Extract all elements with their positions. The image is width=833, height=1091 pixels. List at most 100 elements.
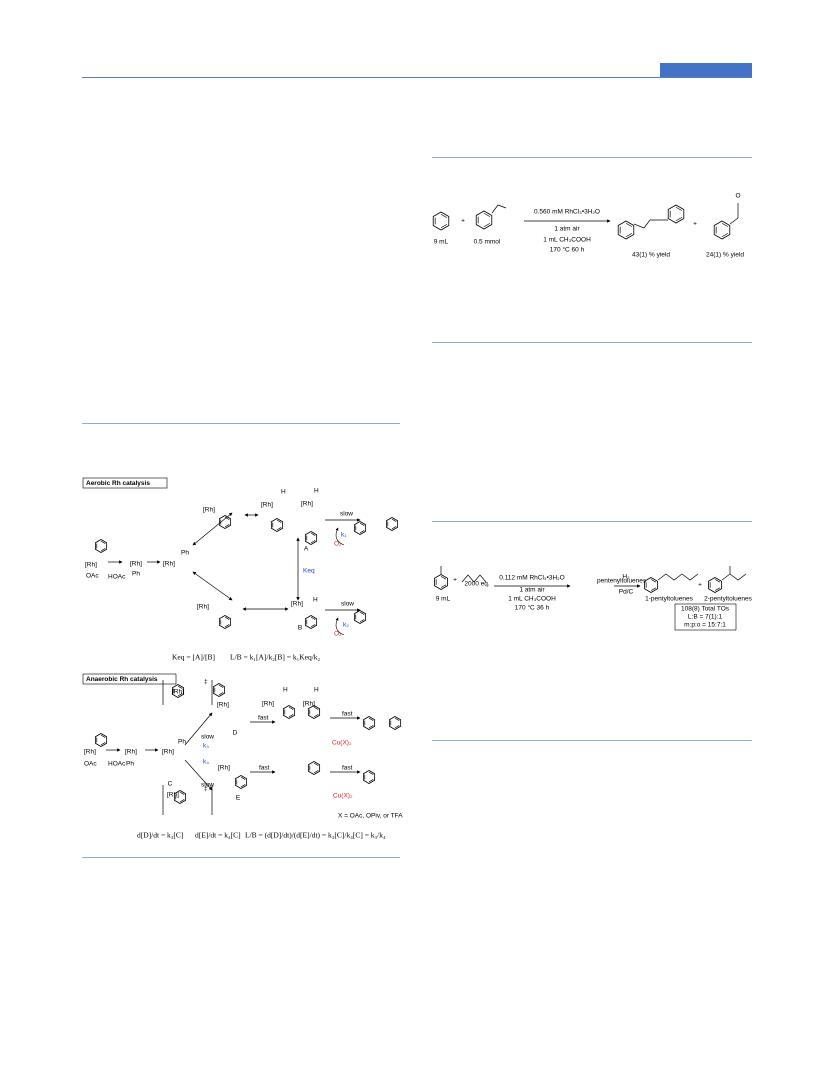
title-box (82, 477, 168, 489)
double-bond (310, 616, 316, 620)
benzene-ring (307, 705, 321, 719)
scheme-label: k₂ (343, 622, 349, 629)
double-bond (310, 540, 316, 544)
scheme-label: fast (342, 711, 353, 718)
scheme-label: E (236, 795, 241, 802)
double-bond (483, 212, 491, 217)
scheme-label: L/B = (d[D]/dt)/(d[E]/dt) = k₃[C]/k₄[C] … (245, 831, 386, 840)
double-bond (310, 532, 316, 536)
scheme-label: 9 mL (434, 239, 449, 246)
benzene-ring (434, 574, 448, 590)
scheme-label: O₂ (334, 541, 342, 548)
scheme-label: + (461, 218, 465, 225)
arrow (192, 571, 233, 601)
double-bond (177, 685, 183, 689)
scheme-label: 0.560 mM RhCl₃•3H₂O (534, 209, 600, 216)
scheme-label: slow (201, 734, 214, 741)
scheme-label: 1-pentyltoluenes (645, 596, 693, 603)
double-bond (368, 771, 374, 775)
scheme-label: Ph (181, 550, 189, 557)
double-bond (224, 624, 230, 628)
benzene-ring (353, 610, 367, 624)
double-bond (359, 611, 365, 615)
pentene (461, 574, 487, 583)
double-bond (288, 706, 294, 710)
title-box (82, 673, 177, 685)
benzene-ring (212, 683, 226, 697)
benzene-ring (708, 577, 722, 593)
scheme-label: [Rh] (172, 689, 184, 696)
double-bond (179, 799, 185, 803)
double-bond (218, 692, 224, 696)
curved-arrow (335, 617, 345, 636)
scheme-label: [Rh] (218, 765, 230, 772)
scheme-title: Anaerobic Rh catalysis (86, 676, 158, 683)
double-bond (100, 734, 106, 738)
scheme-label: [Rh] (303, 701, 315, 708)
benzene-ring (171, 684, 185, 698)
double-bond (240, 784, 246, 788)
scheme-label: 1 atm air (519, 587, 545, 594)
benzene-ring (644, 577, 658, 593)
arrow (192, 512, 233, 546)
scheme-label: 9 mL (436, 596, 451, 603)
scheme-label: [Rh] (197, 604, 209, 611)
scheme-title: Aerobic Rh catalysis (86, 480, 150, 487)
scheme-label: Keq = [A]/[B] (172, 653, 215, 662)
scheme-label: [Rh] (301, 501, 313, 508)
benzene-ring (475, 210, 493, 230)
double-bond (310, 624, 316, 628)
chain (721, 573, 747, 581)
double-bond (240, 776, 246, 780)
benzene-ring (667, 204, 685, 224)
scheme-label: [Rh] (261, 502, 273, 509)
scheme-label: Pd/C (619, 589, 634, 596)
scheme-label: [Rh] (217, 702, 229, 709)
scheme-label: HOAc (108, 761, 126, 768)
scheme-label: 108(8) Total TOs (681, 606, 730, 613)
scheme-label: + (693, 221, 697, 228)
double-bond (359, 522, 365, 526)
scheme-label: ‡ (204, 786, 208, 793)
scheme-label: 2-pentyltoluenes (704, 596, 752, 603)
curved-arrow (335, 527, 345, 546)
double-bond (483, 223, 491, 228)
benzene-ring (94, 733, 108, 747)
scheme-label: [Rh] (163, 561, 175, 568)
result-box (674, 603, 737, 631)
double-bond (224, 616, 230, 620)
double-bond (625, 233, 633, 238)
double-bond (368, 725, 374, 729)
scheme-label: 0.112 mM RhCl₃•3H₂O (499, 575, 564, 582)
scheme-label: OAc (86, 573, 99, 580)
scheme-label: Keq (303, 568, 315, 575)
scheme-label: + (698, 582, 702, 589)
scheme-label: OAc (84, 761, 97, 768)
scheme-label: k₄ (203, 759, 209, 766)
double-bond (359, 530, 365, 534)
scheme-label: [Rh] (130, 561, 142, 568)
scheme-label: d[E]/dt = k₄[C] (195, 831, 241, 840)
double-bond (100, 742, 106, 746)
line (643, 219, 651, 229)
double-bond (721, 233, 729, 238)
double-bond (721, 222, 729, 227)
double-bond (675, 217, 683, 222)
double-bond (394, 717, 400, 721)
arrow (184, 712, 213, 746)
double-bond (288, 714, 294, 718)
double-bond (675, 206, 683, 211)
double-bond (440, 576, 447, 580)
line (491, 204, 499, 214)
scheme-label: C (168, 781, 173, 788)
benzene-ring (234, 775, 248, 789)
scheme-label: k₃ (203, 743, 209, 750)
scheme-label: [Rh] (262, 701, 274, 708)
scheme-label: 170 °C 60 h (550, 246, 585, 254)
double-bond (368, 717, 374, 721)
scheme-label: B (298, 625, 302, 632)
scheme-label: [Rh] (125, 749, 137, 756)
scheme-label: [Rh] (203, 507, 215, 514)
double-bond (650, 579, 657, 583)
scheme-label: H (314, 687, 319, 694)
